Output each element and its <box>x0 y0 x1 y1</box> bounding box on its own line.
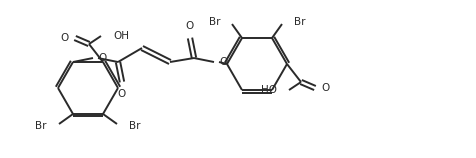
Text: Br: Br <box>36 121 47 131</box>
Text: O: O <box>61 33 69 43</box>
Text: OH: OH <box>113 31 129 41</box>
Text: O: O <box>321 83 329 93</box>
Text: O: O <box>219 57 227 67</box>
Text: O: O <box>186 21 194 31</box>
Text: Br: Br <box>129 121 140 131</box>
Text: HO: HO <box>261 85 277 95</box>
Text: Br: Br <box>294 17 306 27</box>
Text: Br: Br <box>208 17 220 27</box>
Text: O: O <box>98 53 106 63</box>
Text: O: O <box>118 89 126 99</box>
